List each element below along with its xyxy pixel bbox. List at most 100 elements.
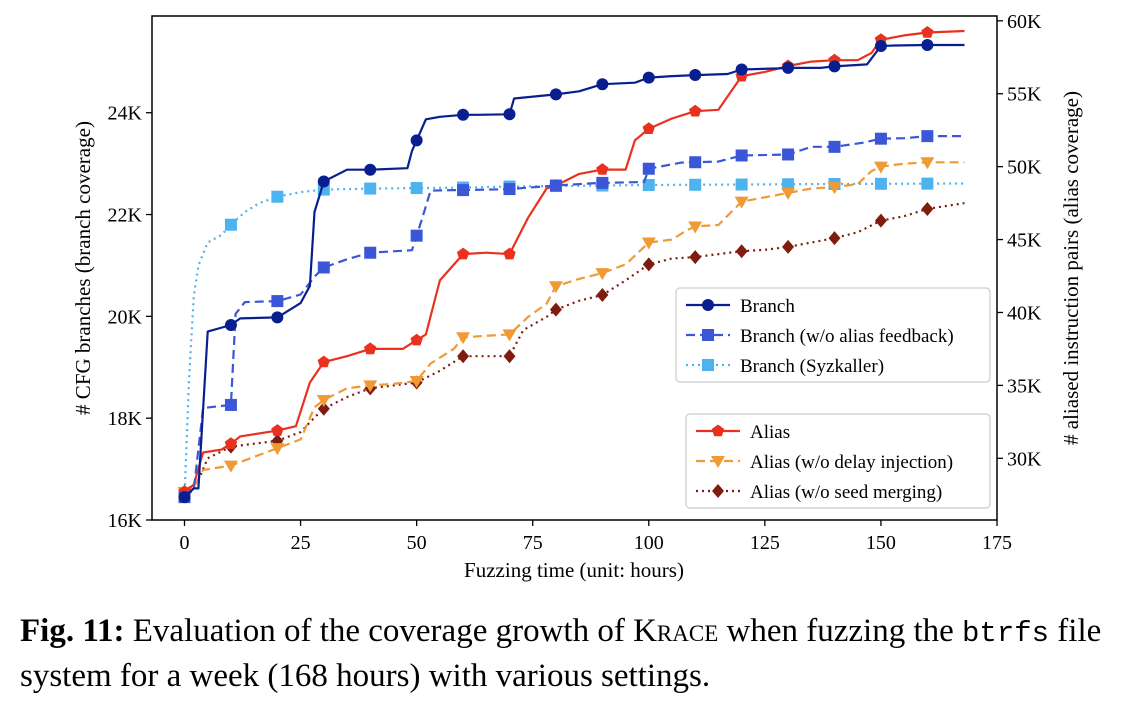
y-axis-left-label: # CFG branches (branch coverage) (71, 121, 95, 415)
series-2-point-16 (921, 177, 934, 190)
series-5-point-10 (642, 257, 655, 272)
series-3-point-4 (364, 342, 377, 355)
series-0-point-8 (549, 88, 562, 101)
caption-label: Fig. 11: (20, 613, 125, 649)
series-4-point-3 (316, 394, 331, 407)
series-2-point-1 (224, 218, 237, 231)
series-4-point-11 (688, 221, 703, 234)
legend-branch: Branch Branch (w/o alias feedback) Branch … (675, 287, 991, 383)
series-3-point-1 (224, 437, 238, 449)
series-0-point-9 (596, 78, 609, 91)
series-3-point-16 (921, 26, 934, 38)
x-tick-label-3: 75 (523, 532, 543, 554)
series-5-point-13 (782, 239, 795, 254)
y-right-tick-label-4: 50K (1007, 157, 1042, 179)
legend-branch-marker-1 (702, 329, 714, 341)
legend-branch-label-0: Branch (740, 296, 795, 317)
series-1-point-12 (735, 149, 748, 162)
series-3-point-11 (689, 104, 702, 117)
series-line-2 (183, 182, 965, 498)
series-4-point-6 (456, 332, 471, 345)
series-1-point-15 (874, 132, 887, 145)
legend-alias-label-2: Alias (w/o seed merging) (750, 482, 942, 503)
series-3-point-6 (456, 247, 470, 260)
x-tick-label-6: 150 (866, 532, 896, 554)
series-3 (178, 26, 965, 498)
caption-text-2: when fuzzing the (718, 613, 963, 649)
series-5-point-7 (503, 349, 516, 364)
x-tick-label-4: 100 (634, 532, 664, 554)
series-0-point-15 (874, 40, 887, 53)
legend-branch-marker-0 (702, 299, 714, 311)
series-5-point-6 (457, 349, 470, 364)
y-axis-right-label: # aliased instruction pairs (alias cover… (1059, 91, 1083, 445)
series-3-point-2 (271, 424, 284, 436)
series-5-point-16 (921, 201, 934, 216)
y-left-tick-label-2: 20K (108, 306, 143, 328)
series-4-point-4 (363, 380, 378, 393)
series-4-point-14 (827, 182, 842, 195)
legend-alias-label-0: Alias (750, 422, 790, 443)
series-layer (177, 26, 965, 504)
series-4-point-7 (502, 329, 517, 342)
series-0-point-10 (642, 71, 655, 84)
caption-text-3: file system for a week (168 hours) with … (20, 613, 1102, 694)
y-right-tick-label-2: 40K (1007, 302, 1042, 324)
legend-branch-box (675, 287, 991, 383)
series-5-point-14 (828, 231, 841, 246)
series-0-point-13 (782, 61, 795, 74)
series-1 (178, 130, 965, 504)
y-right-tick-label-0: 30K (1007, 448, 1042, 470)
plot-frame (151, 15, 998, 521)
series-2-point-4 (364, 182, 377, 195)
y-right-tick-label-5: 55K (1007, 84, 1042, 106)
series-4-point-9 (595, 268, 610, 281)
series-2-point-10 (642, 179, 655, 192)
y-left-tick-label-4: 24K (108, 103, 143, 125)
x-tick-label-1: 25 (291, 532, 311, 554)
series-1-point-10 (642, 162, 655, 175)
series-4-point-10 (641, 237, 656, 250)
caption-text-1: Evaluation of the coverage growth of (124, 613, 634, 649)
caption-fs-name: btrfs (962, 617, 1050, 650)
series-4-point-1 (223, 460, 238, 473)
series-4-point-12 (734, 196, 749, 209)
series-0-point-16 (921, 39, 934, 52)
series-4-point-5 (409, 376, 424, 389)
legend-branch-label-1: Branch (w/o alias feedback) (740, 326, 954, 347)
series-5-point-12 (735, 244, 748, 259)
y-left-tick-label-1: 18K (108, 408, 143, 430)
series-line-3 (183, 29, 965, 493)
series-0-point-6 (457, 108, 470, 121)
legend-alias: Alias Alias (w/o delay injection) Alias (w… (685, 413, 991, 509)
series-1-point-5 (410, 229, 423, 242)
series-5-point-9 (596, 287, 609, 302)
series-2-point-15 (874, 177, 887, 190)
series-0-point-7 (503, 108, 516, 121)
x-axis-label: Fuzzing time (unit: hours) (464, 558, 684, 582)
series-1-point-8 (549, 179, 562, 192)
series-5-point-3 (317, 401, 330, 416)
series-5-point-15 (874, 213, 887, 228)
series-0-point-5 (410, 134, 423, 147)
series-2-point-13 (782, 178, 795, 191)
legend-branch-label-2: Branch (Syzkaller) (740, 356, 884, 377)
coverage-chart: 0 25 50 75 100 125 150 175 16K 18K 20K 22K 24K 30K 35K… (71, 11, 1083, 582)
series-0 (178, 39, 965, 504)
legend-alias-marker-1 (711, 456, 725, 468)
series-1-point-13 (782, 148, 795, 161)
x-tick-label-0: 0 (180, 532, 190, 554)
series-4-point-16 (920, 157, 935, 170)
series-4-point-15 (873, 161, 888, 174)
series-0-point-14 (828, 60, 841, 73)
y-right-tick-label-6: 60K (1007, 11, 1042, 33)
series-1-point-11 (689, 156, 702, 169)
series-0-point-3 (317, 175, 330, 188)
series-4-point-8 (548, 281, 563, 294)
series-5-point-11 (689, 250, 702, 265)
series-5-point-8 (549, 302, 562, 317)
series-0-point-2 (271, 311, 284, 324)
series-4-point-2 (270, 443, 285, 456)
series-0-point-4 (364, 163, 377, 176)
ticks-layer: 0 25 50 75 100 125 150 175 16K 18K 20K 22K 24K 30K 35K… (108, 11, 1042, 554)
